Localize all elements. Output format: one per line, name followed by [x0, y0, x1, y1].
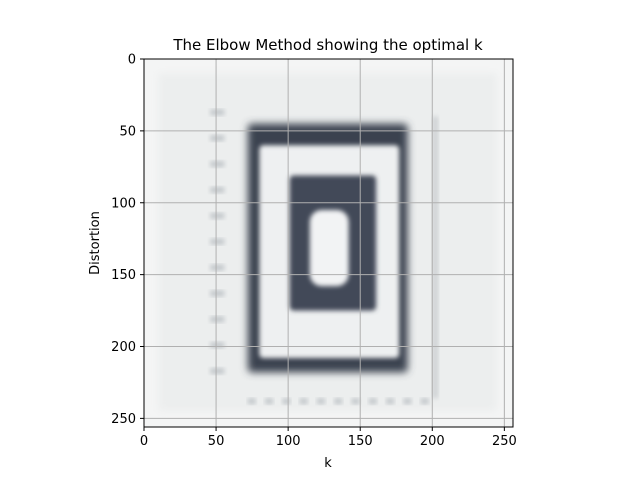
image-artifact — [210, 109, 225, 116]
image-region-center-hole — [309, 209, 349, 287]
y-tick-label: 100 — [111, 196, 136, 211]
image-artifact — [420, 398, 429, 405]
image-artifact — [210, 368, 225, 375]
x-tick-label: 50 — [208, 434, 225, 449]
x-tick-label: 100 — [276, 434, 301, 449]
image-artifact — [316, 398, 325, 405]
image-artifact — [299, 398, 308, 405]
image-artifact — [386, 398, 395, 405]
y-tick-label: 200 — [111, 340, 136, 355]
image-artifact — [403, 398, 412, 405]
image-artifact — [351, 398, 360, 405]
x-tick-label: 250 — [492, 434, 517, 449]
heatmap-image — [144, 59, 513, 427]
chart-title: The Elbow Method showing the optimal k — [172, 36, 483, 54]
y-tick-label: 250 — [111, 412, 136, 427]
y-tick-label: 150 — [111, 268, 136, 283]
image-artifact — [210, 290, 225, 297]
x-tick-label: 150 — [348, 434, 373, 449]
image-artifact — [247, 398, 256, 405]
image-artifact — [282, 398, 291, 405]
image-artifact — [210, 161, 225, 168]
image-artifact — [210, 135, 225, 142]
image-artifact — [432, 116, 439, 399]
image-artifact — [334, 398, 343, 405]
image-artifact — [210, 186, 225, 193]
y-axis-label: Distortion — [88, 211, 103, 275]
plot-frame — [143, 58, 514, 428]
y-axis-ticks: 0 50 100 150 200 250 — [111, 53, 144, 427]
image-artifact — [210, 264, 225, 271]
image-artifact — [210, 238, 225, 245]
x-axis-label: k — [324, 456, 332, 471]
image-artifact — [210, 342, 225, 349]
image-artifact — [265, 398, 274, 405]
image-artifact — [210, 316, 225, 323]
y-tick-label: 50 — [119, 124, 136, 139]
image-artifact — [368, 398, 377, 405]
image-artifact — [210, 212, 225, 219]
x-tick-label: 200 — [420, 434, 445, 449]
y-tick-label: 0 — [128, 53, 136, 68]
x-axis-ticks: 0 50 100 150 200 250 — [140, 427, 517, 449]
x-tick-label: 0 — [140, 434, 148, 449]
